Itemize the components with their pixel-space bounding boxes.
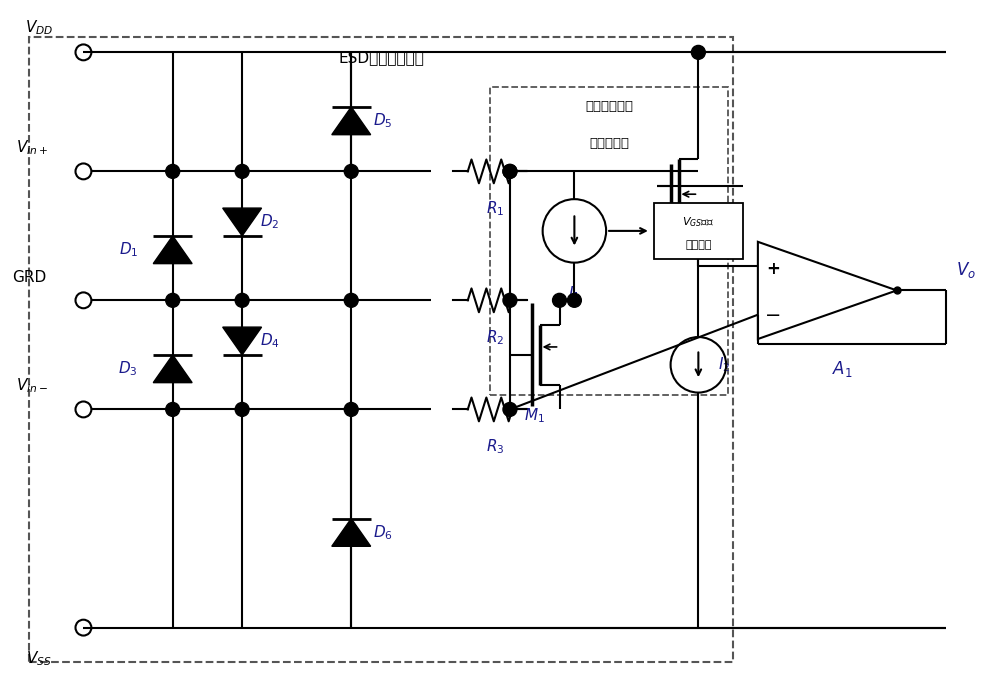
FancyBboxPatch shape (654, 203, 743, 258)
Polygon shape (153, 355, 192, 383)
Circle shape (235, 293, 249, 307)
Text: $V_{SS}$: $V_{SS}$ (26, 649, 52, 668)
Text: 电路模块: 电路模块 (685, 240, 712, 250)
Text: $D_5$: $D_5$ (373, 112, 393, 130)
Circle shape (235, 165, 249, 178)
Circle shape (691, 46, 705, 59)
Polygon shape (223, 327, 262, 355)
Text: $V_{in+}$: $V_{in+}$ (16, 138, 48, 156)
Circle shape (166, 165, 180, 178)
Circle shape (503, 403, 517, 416)
Text: $M_1$: $M_1$ (524, 407, 545, 425)
Text: $V_{in-}$: $V_{in-}$ (16, 376, 48, 394)
Polygon shape (332, 107, 371, 135)
Polygon shape (223, 208, 262, 236)
Polygon shape (153, 236, 192, 264)
Circle shape (503, 165, 517, 178)
Circle shape (235, 403, 249, 416)
Text: ESD保护电路模块: ESD保护电路模块 (338, 50, 424, 65)
Circle shape (553, 293, 566, 307)
Text: $R_1$: $R_1$ (486, 199, 504, 218)
Circle shape (344, 165, 358, 178)
Text: $A_1$: $A_1$ (832, 359, 853, 379)
Text: $M_2$: $M_2$ (656, 238, 677, 257)
Text: −: − (765, 306, 781, 325)
Circle shape (344, 293, 358, 307)
Text: $D_6$: $D_6$ (373, 523, 393, 542)
Text: $I_1$: $I_1$ (568, 284, 580, 303)
Text: $D_2$: $D_2$ (260, 213, 279, 231)
Text: $R_2$: $R_2$ (486, 328, 504, 347)
Circle shape (166, 293, 180, 307)
Text: 器电路模块: 器电路模块 (589, 137, 629, 150)
Text: $I_2$: $I_2$ (718, 356, 730, 374)
Text: GRD: GRD (12, 271, 46, 286)
Circle shape (567, 293, 581, 307)
Circle shape (344, 403, 358, 416)
Text: $V_{GS}$校准: $V_{GS}$校准 (682, 216, 714, 229)
Circle shape (503, 165, 517, 178)
Text: $D_4$: $D_4$ (260, 332, 280, 350)
Text: 互补源级跟随: 互补源级跟随 (585, 101, 633, 114)
Text: $R_3$: $R_3$ (486, 437, 504, 456)
Text: $V_{DD}$: $V_{DD}$ (25, 19, 53, 37)
Circle shape (691, 207, 705, 220)
Text: $D_3$: $D_3$ (118, 360, 138, 378)
Circle shape (166, 403, 180, 416)
Text: +: + (766, 260, 780, 277)
Text: $D_1$: $D_1$ (119, 241, 138, 259)
Text: $V_o$: $V_o$ (956, 260, 976, 280)
Polygon shape (332, 519, 371, 546)
Circle shape (503, 293, 517, 307)
